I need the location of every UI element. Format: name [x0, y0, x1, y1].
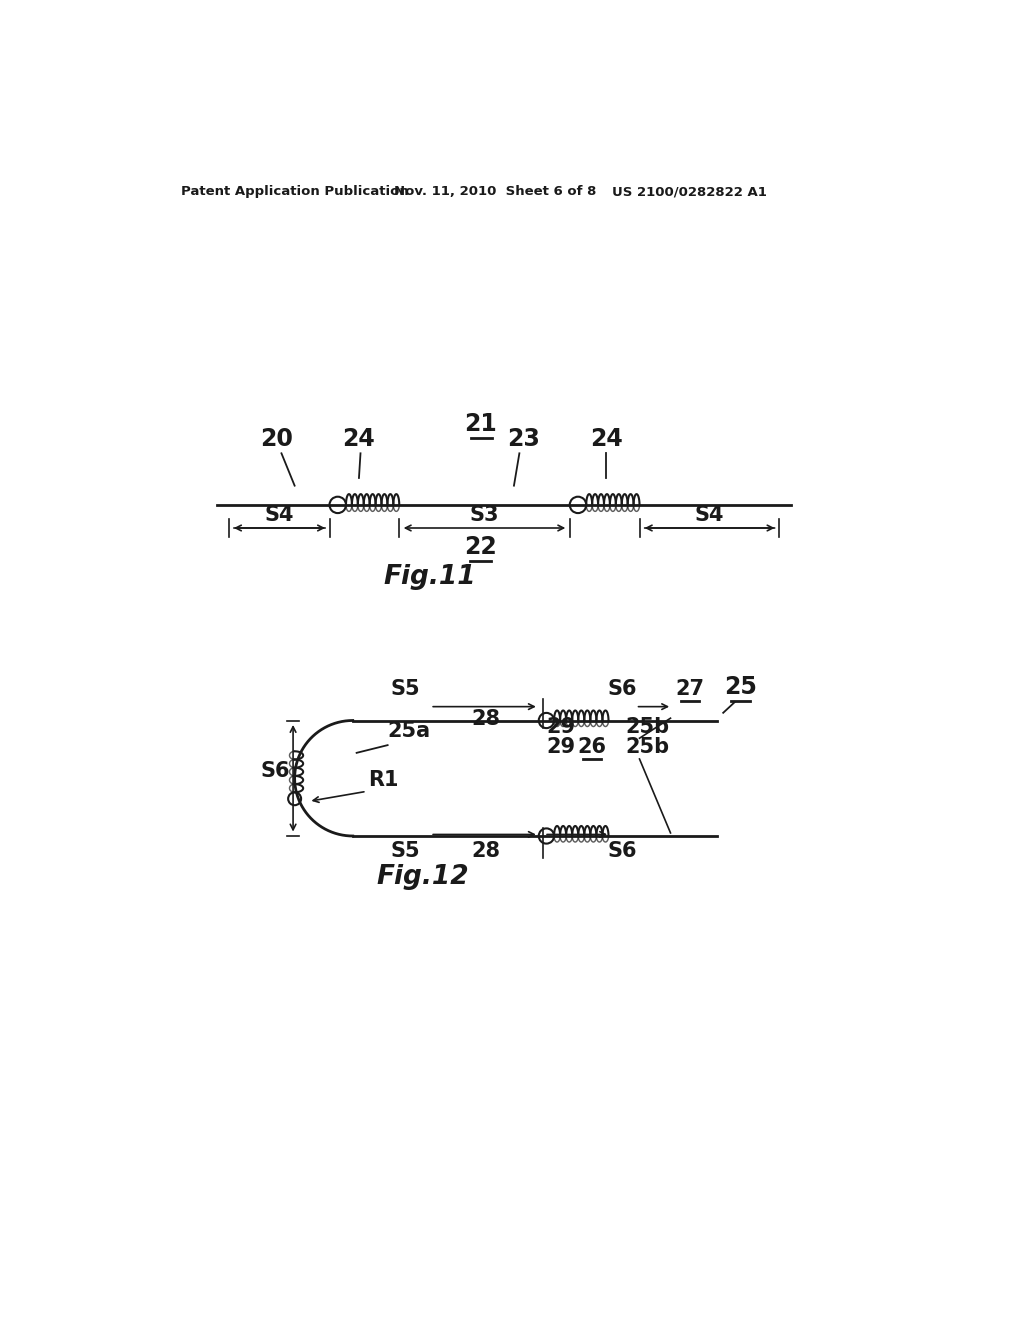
Text: Patent Application Publication: Patent Application Publication: [180, 185, 409, 198]
Text: R1: R1: [369, 770, 398, 789]
Text: S6: S6: [607, 678, 637, 700]
Text: S4: S4: [264, 506, 294, 525]
Text: 24: 24: [343, 426, 376, 451]
Text: S4: S4: [694, 506, 724, 525]
Text: S6: S6: [260, 760, 290, 780]
Text: 25: 25: [724, 675, 757, 700]
Text: 29: 29: [546, 737, 575, 756]
Text: 25b: 25b: [626, 718, 670, 738]
Text: 29: 29: [546, 718, 575, 738]
Text: 24: 24: [590, 426, 623, 451]
Text: Nov. 11, 2010  Sheet 6 of 8: Nov. 11, 2010 Sheet 6 of 8: [394, 185, 596, 198]
Text: 22: 22: [464, 535, 497, 558]
Text: S5: S5: [390, 678, 420, 700]
Text: 28: 28: [471, 709, 501, 729]
Text: S6: S6: [607, 841, 637, 862]
Text: 23: 23: [507, 426, 540, 451]
Text: US 2100/0282822 A1: US 2100/0282822 A1: [612, 185, 767, 198]
Text: 28: 28: [471, 841, 501, 862]
Text: 25b: 25b: [626, 737, 670, 756]
Text: Fig.12: Fig.12: [376, 863, 469, 890]
Text: 20: 20: [260, 426, 293, 451]
Text: Fig.11: Fig.11: [384, 564, 476, 590]
Text: 21: 21: [464, 412, 497, 436]
Text: S3: S3: [470, 506, 500, 525]
Text: 25a: 25a: [388, 721, 431, 742]
Text: S5: S5: [390, 841, 420, 862]
Text: 26: 26: [577, 737, 606, 756]
Text: 27: 27: [676, 678, 705, 700]
